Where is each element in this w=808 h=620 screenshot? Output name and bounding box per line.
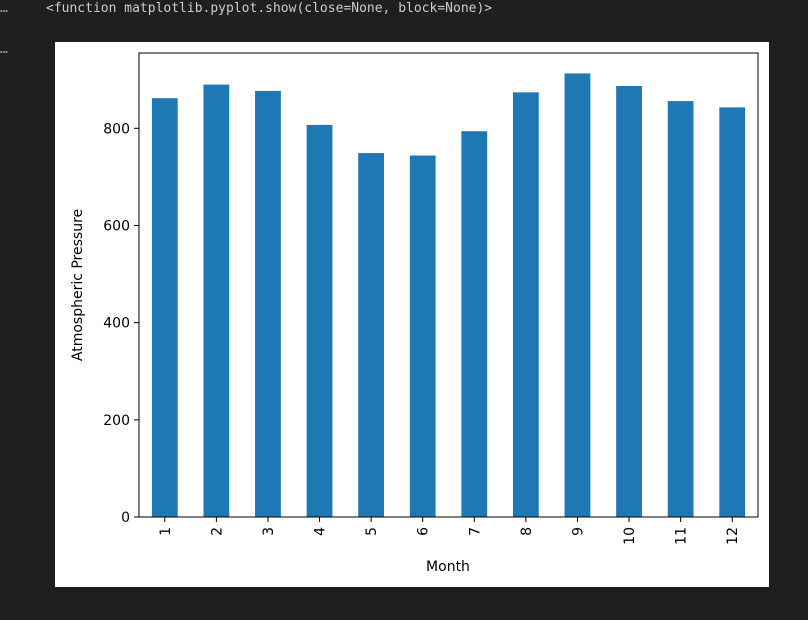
- y-tick-label: 600: [103, 218, 130, 234]
- bar: [151, 98, 178, 518]
- bar: [255, 90, 281, 517]
- plot-frame: [138, 52, 759, 518]
- bar: [203, 84, 230, 517]
- y-tick-label: 800: [103, 121, 130, 137]
- x-tick-label: 10: [622, 527, 638, 545]
- bar: [616, 86, 642, 517]
- cell-output-marker: …: [0, 1, 8, 16]
- x-tick-label: 2: [209, 527, 225, 536]
- bar: [461, 131, 488, 517]
- x-tick-label: 12: [725, 527, 741, 545]
- y-axis-label: Atmospheric Pressure: [70, 209, 86, 361]
- x-tick-label: 11: [674, 527, 690, 545]
- x-tick-label: 4: [313, 527, 329, 536]
- x-tick-label: 7: [467, 527, 483, 536]
- chart-figure: 0 200 400 600 800 1 2 3 4 5 6 7 8 9 10 11 12 Atmospheri…: [55, 42, 769, 587]
- cell-output-text: <function matplotlib.pyplot.show(close=N…: [46, 1, 493, 16]
- x-tick-label: 5: [364, 527, 380, 536]
- y-tick-label: 400: [103, 316, 130, 332]
- cell-output-marker: …: [0, 42, 8, 57]
- y-tick-label: 0: [121, 510, 130, 526]
- bar: [306, 124, 333, 518]
- bar: [512, 92, 539, 517]
- bar: [358, 153, 385, 517]
- bar: [667, 101, 694, 517]
- x-tick-label: 1: [158, 527, 174, 536]
- bar: [719, 107, 746, 518]
- bar: [409, 155, 436, 517]
- x-axis-label: Month: [426, 559, 470, 575]
- x-tick-label: 8: [519, 527, 535, 536]
- x-tick-label: 6: [416, 527, 432, 536]
- y-tick-label: 200: [103, 413, 130, 429]
- bar: [564, 73, 591, 517]
- x-tick-label: 3: [261, 527, 277, 536]
- x-tick-label: 9: [570, 527, 586, 536]
